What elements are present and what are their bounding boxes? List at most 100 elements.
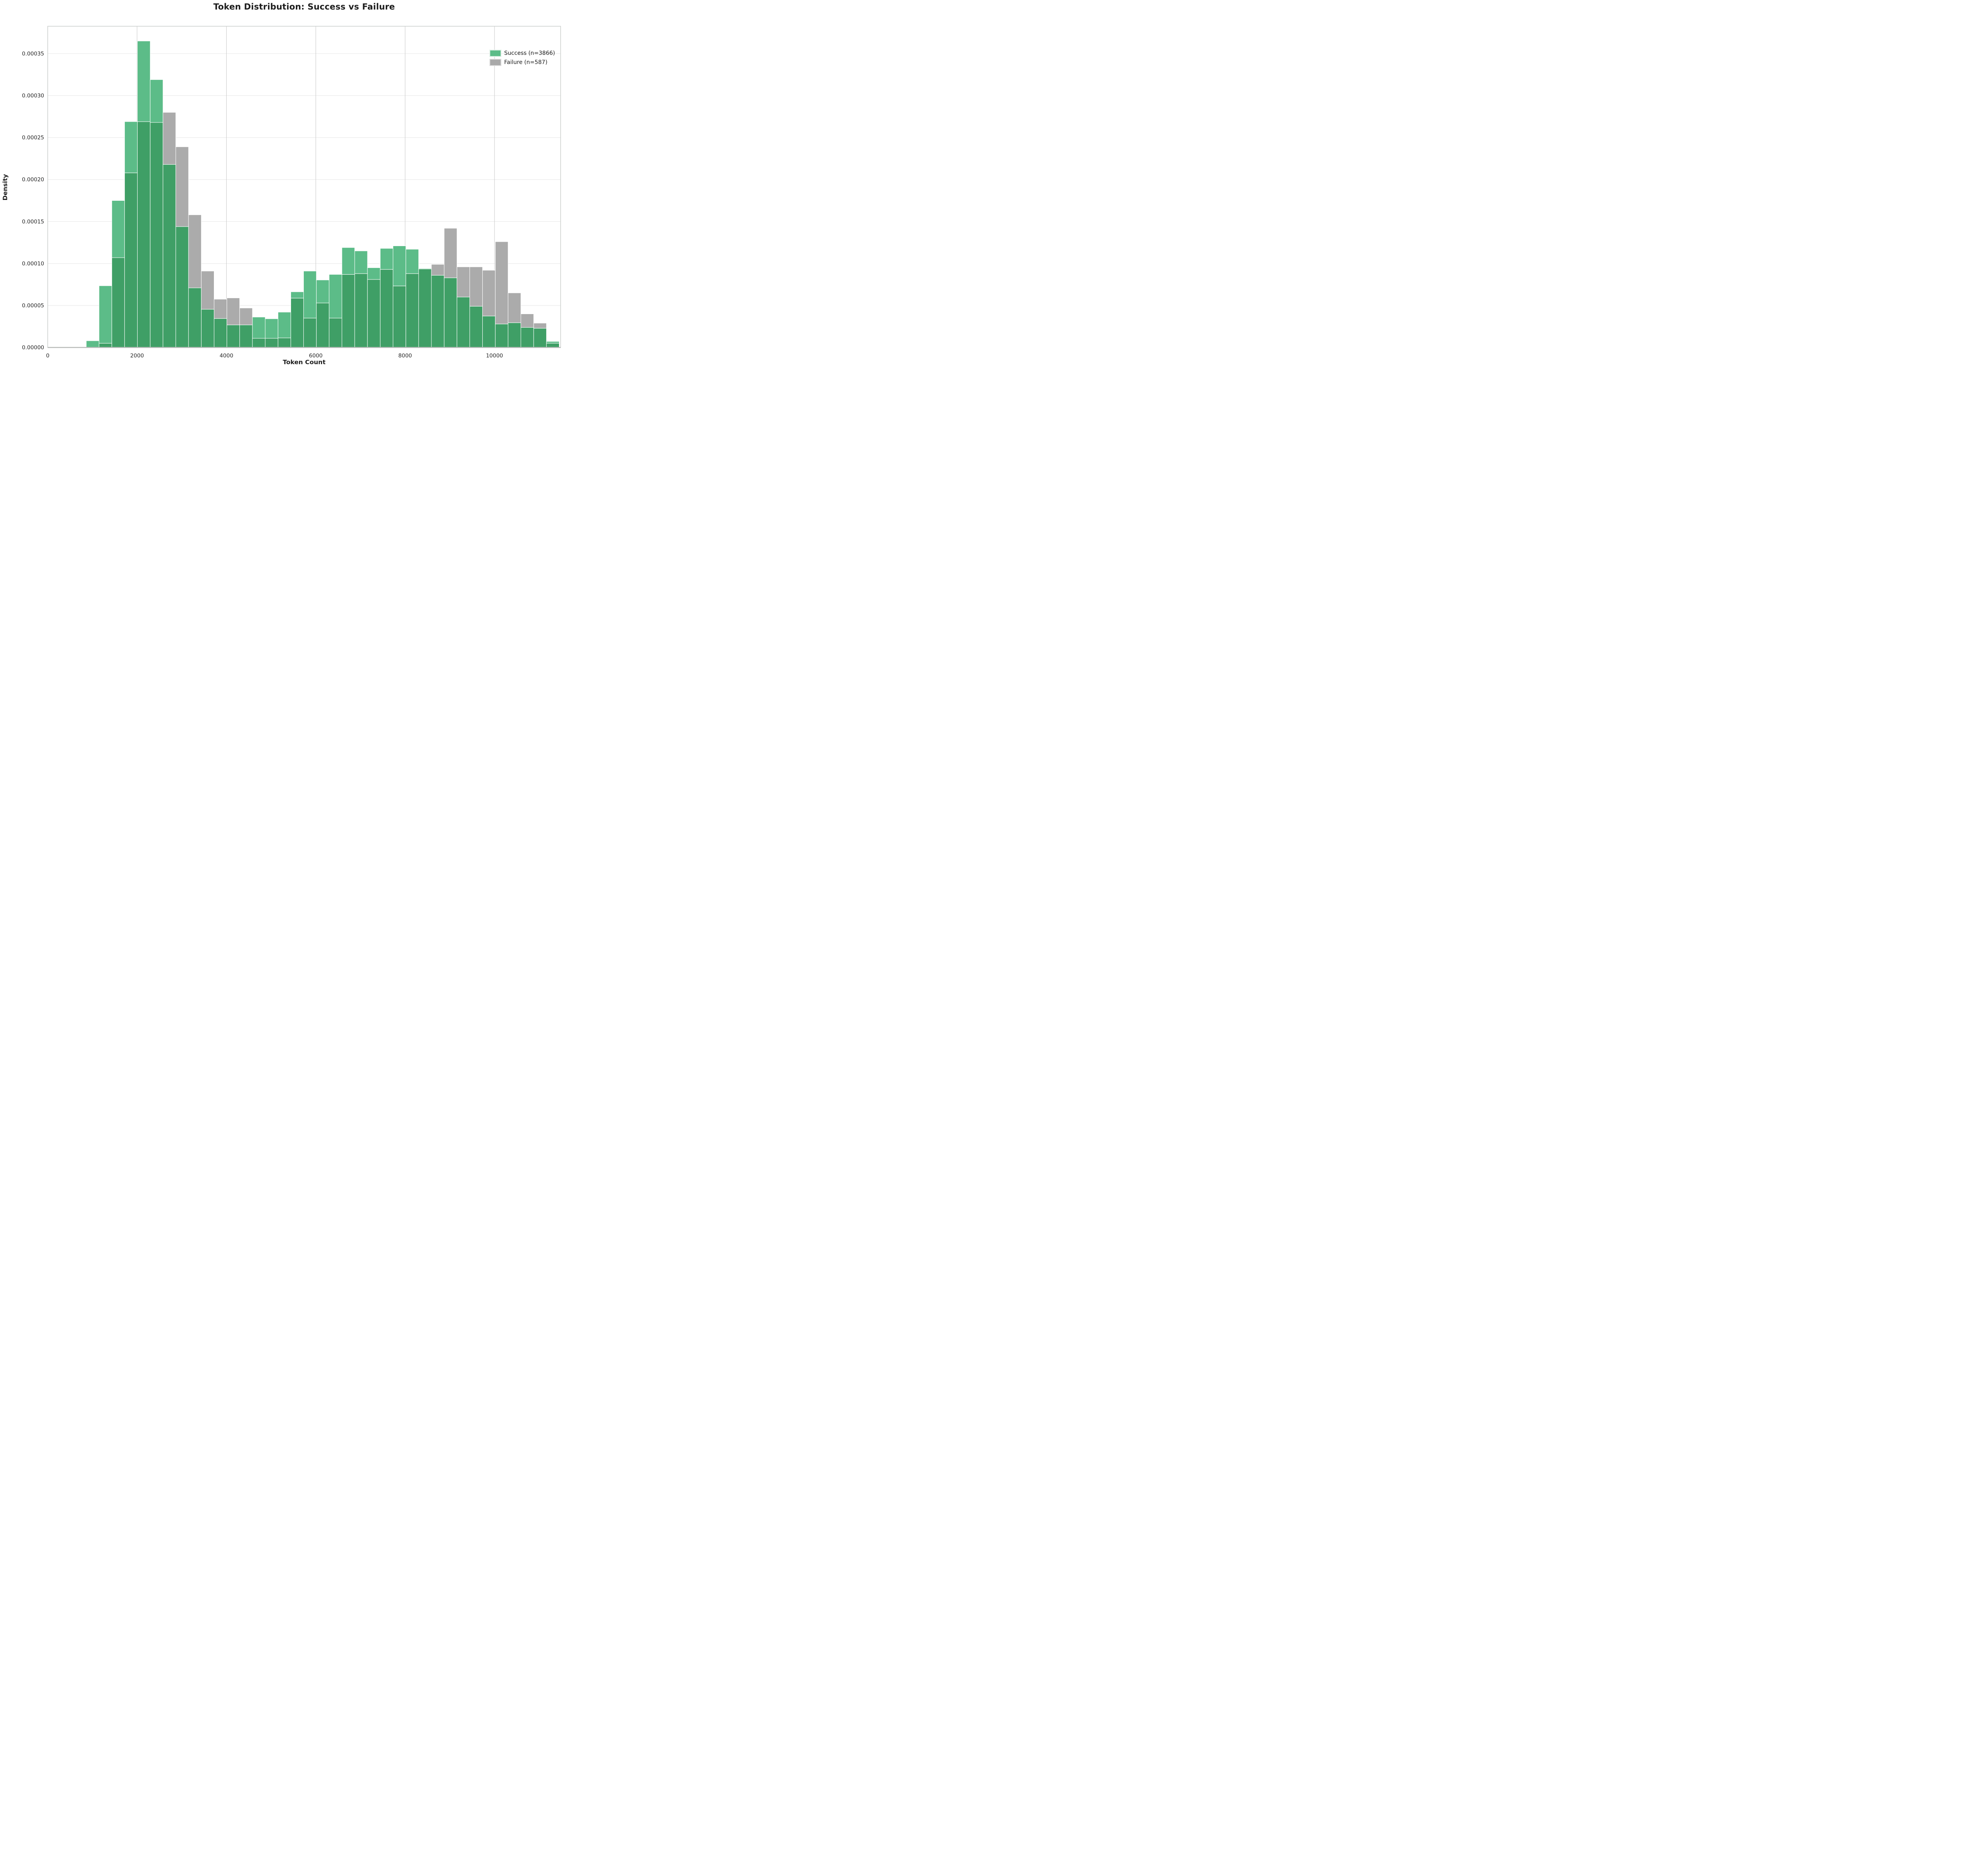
y-tick-label: 0.00000 (22, 345, 44, 351)
x-axis-label: Token Count (283, 359, 326, 366)
histogram-bar-failure (482, 270, 496, 316)
histogram-bar-success (124, 121, 138, 173)
histogram-bar-overlap (380, 269, 394, 348)
histogram-bar-overlap (214, 318, 227, 348)
figure: 0 2000 4000 6000 8000 10000 0.00000 0.00005 0.00… (0, 0, 563, 373)
histogram-bar-overlap (137, 121, 151, 348)
y-tick-label: 0.00030 (22, 93, 44, 99)
histogram-bar-failure (431, 264, 445, 276)
histogram-bar-success (316, 279, 330, 303)
histogram-bar-failure (239, 308, 253, 325)
histogram-bar-failure (469, 266, 483, 307)
histogram-bar-failure (188, 214, 202, 288)
legend-swatch-failure (490, 60, 501, 65)
y-tick-label: 0.00005 (22, 303, 44, 309)
histogram-bar-overlap (316, 303, 330, 348)
histogram-bar-failure (533, 323, 547, 329)
histogram-bars (86, 41, 560, 348)
histogram-bar-overlap (150, 122, 163, 348)
histogram-bar-success (380, 248, 394, 270)
histogram-bar-success (278, 312, 291, 338)
histogram-bar-success (418, 268, 432, 270)
histogram-bar-overlap (393, 285, 406, 348)
histogram-bar-overlap (520, 327, 534, 348)
y-tick-label: 0.00010 (22, 260, 44, 267)
histogram-bar-overlap (482, 316, 496, 348)
histogram-bar-success (342, 247, 355, 275)
histogram-bar-overlap (111, 257, 125, 348)
histogram-bar-overlap (278, 338, 291, 348)
histogram-bar-failure (508, 293, 521, 323)
histogram-bar-overlap (546, 343, 560, 348)
histogram-bar-overlap (444, 278, 457, 348)
histogram-bar-success (150, 79, 163, 123)
histogram-bar-success (111, 200, 125, 258)
histogram-bar-success (137, 41, 151, 122)
histogram-bar-overlap (99, 343, 112, 348)
histogram-bar-overlap (342, 274, 355, 348)
histogram-bar-success (290, 291, 304, 299)
histogram-bar-overlap (227, 324, 240, 348)
histogram-bar-success (265, 318, 278, 339)
histogram-bar-overlap (367, 279, 381, 348)
histogram-bar-overlap (533, 328, 547, 348)
histogram-bar-success (367, 267, 381, 280)
histogram-bar-success (393, 245, 406, 286)
histogram-bar-overlap (124, 173, 138, 348)
histogram-bar-overlap (508, 322, 521, 348)
histogram-bar-failure (163, 112, 176, 165)
histogram-bar-overlap (418, 269, 432, 348)
histogram-bar-overlap (252, 338, 266, 348)
y-tick-label: 0.00025 (22, 135, 44, 141)
y-tick-label: 0.00020 (22, 177, 44, 183)
plot-spines (47, 26, 561, 348)
histogram-bar-overlap (469, 306, 483, 348)
histogram-bar-overlap (456, 297, 470, 348)
x-tick-label: 8000 (398, 353, 412, 359)
x-tick-label: 2000 (130, 353, 144, 359)
chart-title: Token Distribution: Success vs Failure (213, 2, 395, 12)
histogram-bar-success (546, 341, 560, 343)
legend-label-success: Success (n=3866) (504, 50, 555, 56)
histogram-bar-success (354, 250, 368, 274)
histogram-bar-success (303, 271, 317, 318)
y-tick-label: 0.00015 (22, 219, 44, 225)
histogram-bar-success (252, 317, 266, 339)
histogram-bar-failure (444, 228, 457, 278)
histogram-bar-overlap (406, 273, 419, 348)
histogram-bar-success (406, 249, 419, 274)
histogram-bar-overlap (329, 318, 342, 348)
y-tick-label: 0.00035 (22, 50, 44, 57)
histogram-canvas: 0 2000 4000 6000 8000 10000 0.00000 0.00005 0.00… (22, 26, 561, 359)
histogram-bar-overlap (495, 324, 509, 348)
legend-item-success: Success (n=3866) (490, 50, 555, 56)
histogram-bar-success (329, 274, 342, 318)
histogram-bar-failure (201, 271, 214, 310)
tick-labels: 0 2000 4000 6000 8000 10000 0.00000 0.00005 0.00… (22, 50, 503, 359)
histogram-bar-overlap (239, 324, 253, 348)
histogram-bar-overlap (303, 318, 317, 348)
histogram-bar-overlap (201, 309, 214, 348)
legend: Success (n=3866) Failure (n=587) (490, 50, 555, 66)
histogram-bar-overlap (175, 226, 189, 348)
histogram-bar-overlap (188, 287, 202, 348)
histogram-bar-overlap (431, 275, 445, 348)
histogram-bar-success (99, 285, 112, 343)
legend-label-failure: Failure (n=587) (504, 59, 547, 66)
y-axis-label: Density (2, 174, 9, 201)
histogram-bar-overlap (354, 273, 368, 348)
histogram-bar-failure (456, 266, 470, 297)
x-tick-label: 4000 (219, 353, 233, 359)
x-tick-label: 10000 (486, 353, 503, 359)
histogram-bar-failure (175, 146, 189, 227)
x-tick-label: 6000 (309, 353, 322, 359)
histogram-bar-overlap (265, 338, 278, 348)
histogram-bar-failure (214, 299, 227, 319)
histogram-bar-success (86, 340, 99, 348)
histogram-bar-overlap (163, 164, 176, 348)
x-tick-label: 0 (46, 353, 50, 359)
histogram-bar-overlap (290, 298, 304, 348)
histogram-bar-failure (227, 297, 240, 325)
legend-swatch-success (490, 50, 501, 56)
histogram-bar-failure (520, 314, 534, 328)
